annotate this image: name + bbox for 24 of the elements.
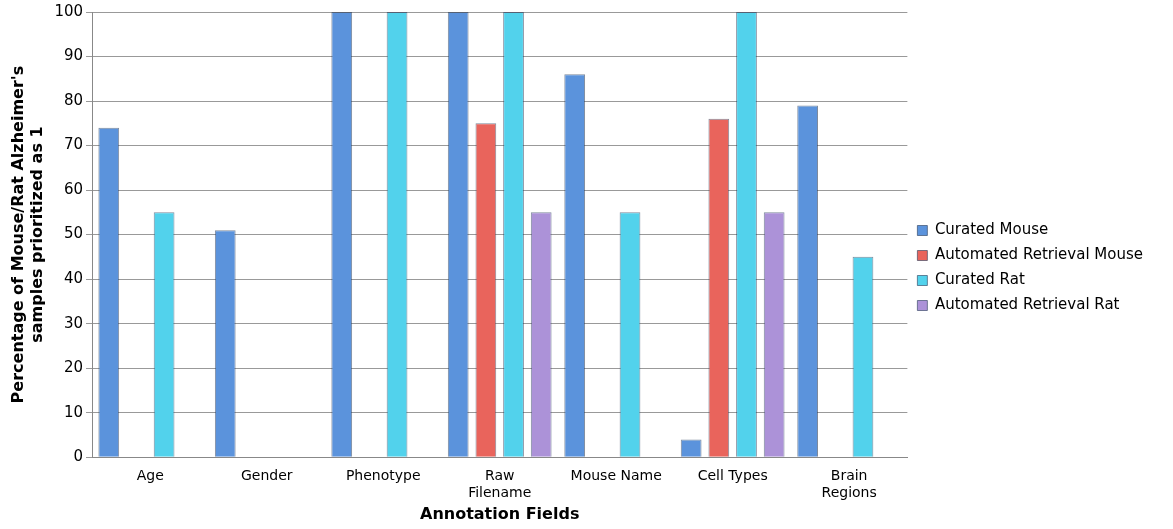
x-axis-title: Annotation Fields [419, 503, 580, 523]
y-axis-title: Percentage of Mouse/Rat Alzheimer's samples prioritized as 1 [7, 65, 46, 404]
x-tick-label: Raw Filename [468, 467, 532, 501]
x-tick-label: Phenotype [345, 467, 421, 484]
legend-label: Curated Rat [934, 270, 1025, 289]
x-tick-label: Cell Types [697, 467, 768, 484]
y-tick-label: 50 [63, 224, 84, 243]
y-tick-label: 30 [63, 313, 84, 332]
legend-label: Automated Retrieval Mouse [934, 245, 1143, 264]
y-tick-label: 60 [63, 179, 84, 198]
x-tick-label: Gender [240, 467, 293, 484]
y-tick-label: 20 [63, 358, 84, 377]
y-tick-label: 90 [63, 46, 84, 65]
x-tick-label: Mouse Name [570, 467, 662, 484]
y-tick-label: 0 [73, 447, 84, 466]
y-tick-label: 100 [54, 1, 84, 20]
x-tick-label: Brain Regions [821, 467, 877, 501]
legend-label: Curated Mouse [934, 220, 1049, 239]
y-tick-label: 70 [63, 135, 84, 154]
y-tick-label: 10 [63, 402, 84, 421]
x-tick-label: Age [136, 467, 164, 484]
y-tick-label: 80 [63, 90, 84, 109]
y-tick-label: 40 [63, 269, 84, 288]
legend-label: Automated Retrieval Rat [934, 295, 1120, 314]
